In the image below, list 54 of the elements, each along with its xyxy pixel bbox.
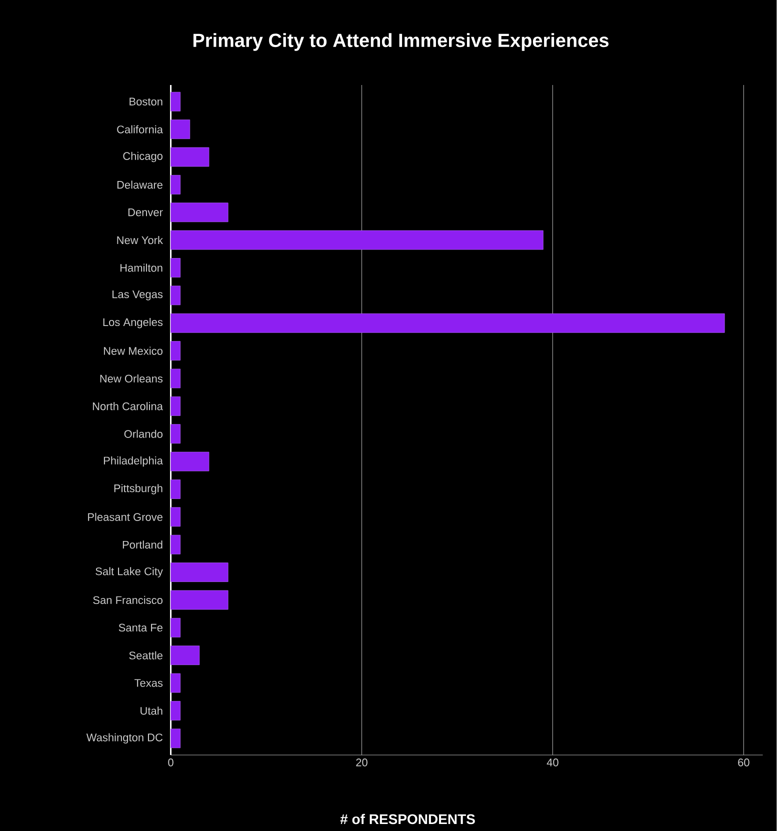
y-tick-label: Seattle (129, 651, 163, 660)
y-tick-label: New Orleans (100, 374, 163, 383)
bar (170, 147, 210, 167)
y-tick-label: Philadelphia (104, 456, 164, 467)
y-tick-label: Boston (130, 98, 162, 106)
y-tick-label: Chicago (123, 152, 163, 162)
y-tick-label: Denver (128, 208, 163, 216)
bar (170, 507, 181, 527)
x-tick-label: 20 (356, 758, 368, 766)
y-tick-label: Hamilton (120, 264, 162, 272)
bar (170, 590, 228, 610)
bar (170, 202, 228, 222)
y-tick-label: Utah (140, 706, 162, 715)
x-tick-label: 0 (168, 758, 174, 766)
bar (170, 534, 181, 554)
y-tick-label: Delaware (118, 180, 163, 189)
bar (170, 120, 190, 140)
bar (170, 286, 181, 306)
bar (170, 673, 181, 693)
y-tick-label: Santa Fe (118, 624, 163, 632)
bar (170, 646, 200, 666)
y-tick-label: Las Vegas (112, 290, 163, 300)
y-tick-label: Texas (134, 679, 163, 687)
y-tick-label: Pleasant Grove (88, 512, 163, 521)
x-tick-label: 60 (738, 758, 750, 766)
y-tick-label: Portland (123, 540, 162, 549)
bar (170, 728, 181, 748)
bar (170, 424, 181, 444)
y-tick-label: North Carolina (93, 402, 164, 410)
bar (170, 92, 181, 112)
y-tick-label: New Mexico (104, 346, 163, 355)
chart-title: Primary City to Attend Immersive Experiences (194, 33, 609, 51)
x-axis-title: # of RESPONDENTS (340, 814, 476, 824)
y-tick-label: Orlando (124, 430, 163, 438)
y-tick-label: Los Angeles (103, 318, 163, 328)
bar (170, 230, 544, 250)
y-tick-label: California (117, 125, 164, 134)
y-tick-label: Washington DC (86, 733, 163, 744)
bar (170, 701, 181, 720)
y-tick-label: San Francisco (93, 596, 163, 604)
x-tick-label: 40 (546, 758, 558, 766)
bar (170, 618, 181, 638)
y-tick-label: New York (117, 236, 164, 244)
bar (170, 341, 181, 360)
bar (170, 396, 181, 416)
y-tick-label: Pittsburgh (114, 484, 162, 494)
bar (170, 452, 210, 472)
bar (170, 313, 725, 333)
bar (170, 174, 181, 194)
bar (170, 368, 181, 388)
bar (170, 258, 181, 278)
bar (170, 562, 228, 582)
y-tick-label: Salt Lake City (96, 567, 164, 578)
bar (170, 480, 181, 499)
